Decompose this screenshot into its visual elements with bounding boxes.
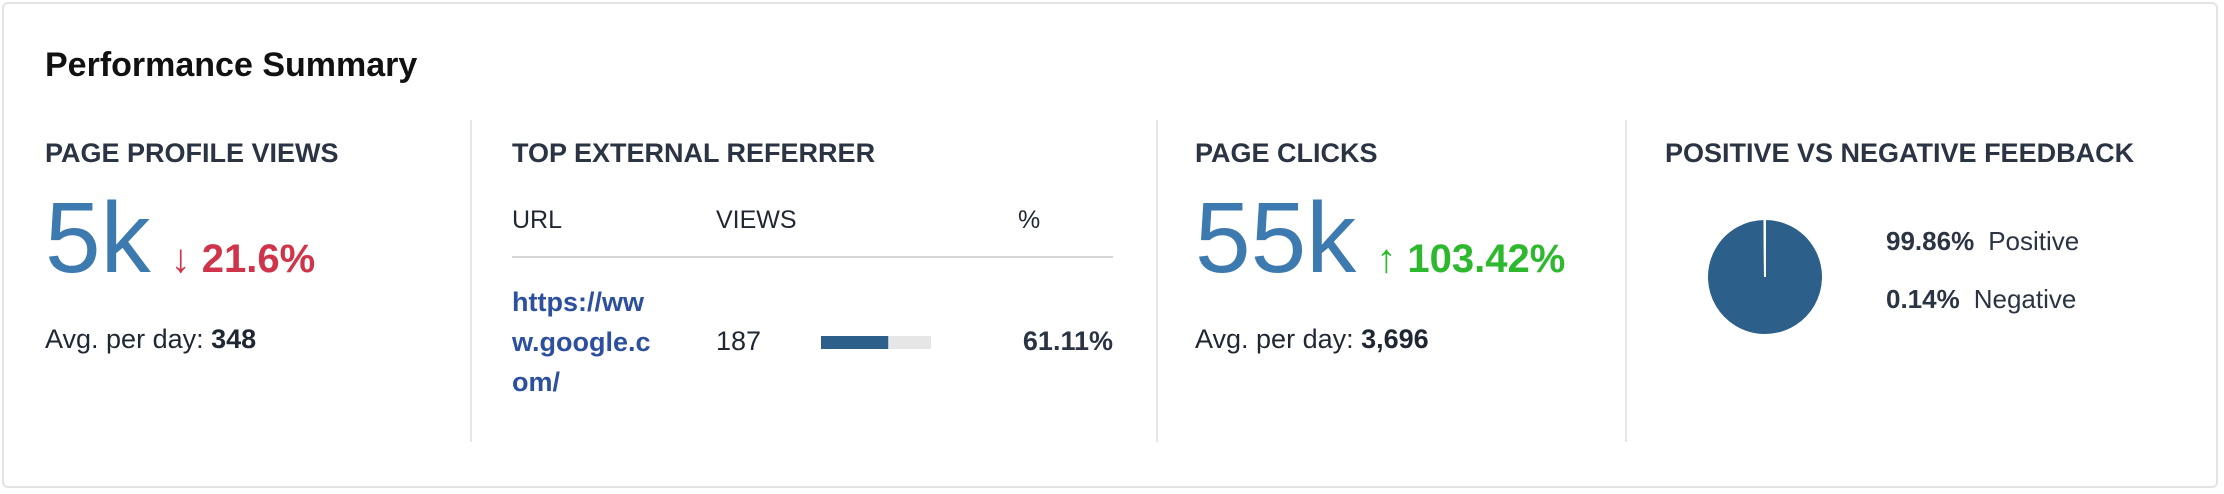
up-arrow: ↑: [1376, 237, 1408, 281]
section-heading: PAGE CLICKS: [1195, 138, 1378, 168]
divider: [1156, 120, 1158, 442]
section-heading: PAGE PROFILE VIEWS: [45, 138, 339, 168]
legend-entry: 0.14% Negative: [1886, 284, 2079, 342]
average: Avg. per day: 348: [45, 324, 256, 355]
pie-legend: 99.86% Positive 0.14% Negative: [1886, 226, 2079, 342]
down-arrow: ↓: [170, 237, 202, 281]
metric-change: ↑ 103.42%: [1376, 237, 1565, 282]
change-value: 103.42%: [1407, 237, 1566, 281]
metric: 5k ↓ 21.6%: [45, 188, 315, 288]
column-header: %: [1018, 206, 1041, 234]
average: Avg. per day: 3,696: [1195, 324, 1429, 355]
pie-chart: [1706, 217, 1824, 336]
column-header: URL: [512, 206, 563, 234]
divider: [1625, 120, 1627, 442]
metric-value: 55k: [1195, 182, 1357, 294]
views-cell: 187: [716, 326, 762, 356]
column-header: VIEWS: [716, 206, 797, 234]
pie-slice: [1763, 217, 1766, 278]
avg-label: Avg. per day:: [1195, 324, 1354, 354]
section-heading: TOP EXTERNAL REFERRER: [512, 138, 876, 168]
percent-bar: [821, 336, 931, 349]
legend-value: 99.86%: [1886, 226, 1975, 256]
bar-fill: [821, 336, 889, 349]
title: Performance Summary: [45, 46, 418, 84]
legend-name: Positive: [1988, 226, 2080, 256]
section-heading: POSITIVE VS NEGATIVE FEEDBACK: [1665, 138, 2135, 168]
metric: 55k ↑ 103.42%: [1195, 188, 1565, 288]
metric-change: ↓ 21.6%: [171, 237, 316, 282]
avg-value: 348: [211, 324, 257, 354]
legend-name: Negative: [1973, 284, 2077, 314]
change-value: 21.6%: [201, 237, 316, 281]
legend-value: 0.14%: [1886, 284, 1960, 314]
legend-entry: 99.86% Positive: [1886, 226, 2079, 284]
percent-cell: 61.11%: [1022, 326, 1113, 356]
divider: [470, 120, 472, 442]
avg-value: 3,696: [1361, 324, 1429, 354]
metric-value: 5k: [45, 182, 151, 294]
table-rule: [512, 256, 1113, 258]
referrer-link[interactable]: https://www.google.com/: [512, 287, 651, 397]
avg-label: Avg. per day:: [45, 324, 204, 354]
